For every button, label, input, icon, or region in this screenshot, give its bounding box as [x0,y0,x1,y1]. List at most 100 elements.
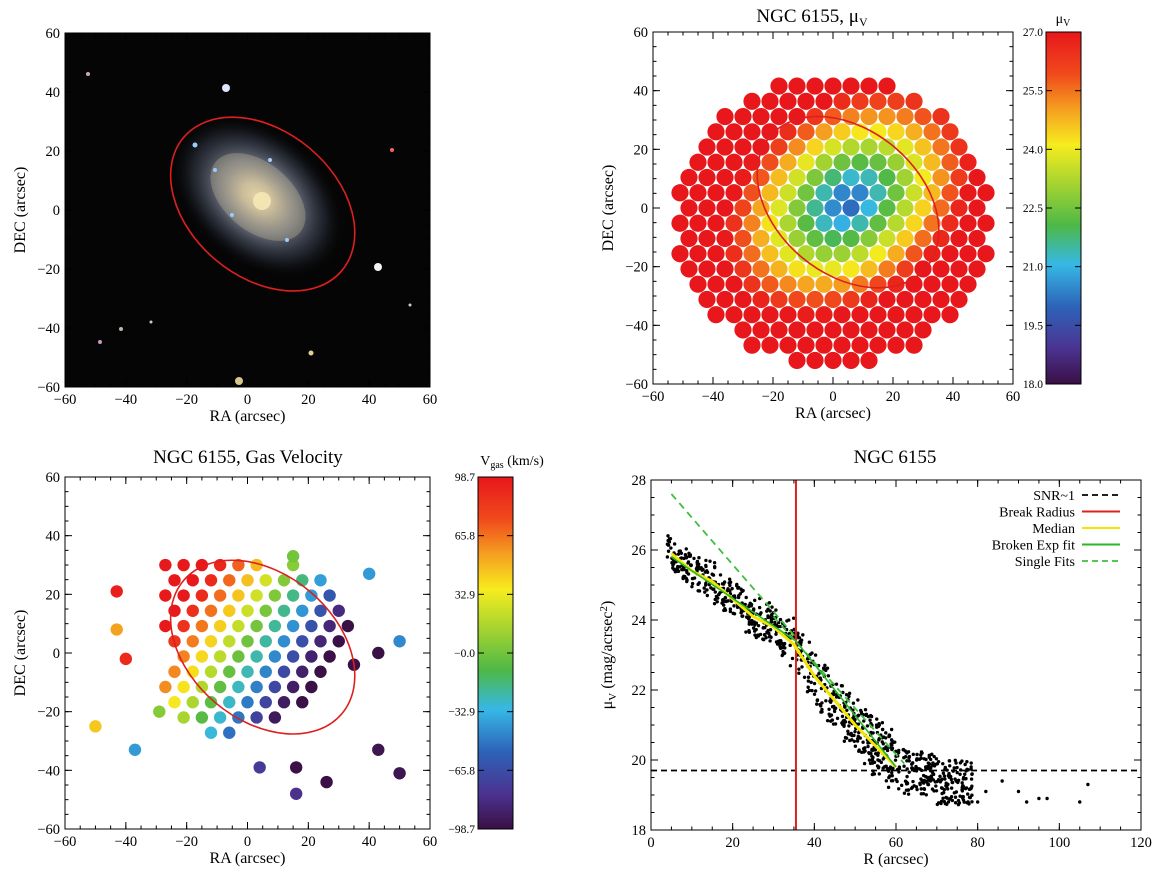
profile-point [768,609,772,613]
mu-colorbar-tick-label: 27.0 [1023,27,1043,39]
panel-a-xtick-label: 40 [362,392,377,408]
field-star [390,148,394,152]
profile-point [949,795,954,799]
mu-spaxel [941,275,959,293]
panel-b-ytick-label: −40 [625,318,648,334]
profile-point [1037,796,1041,801]
profile-point [697,556,701,560]
panel-d-ytick-label: 18 [632,823,647,839]
profile-point [845,708,849,712]
mu-spaxel [698,168,716,187]
profile-point [923,774,928,779]
profile-point [683,553,688,557]
profile-point [916,766,921,771]
panel-a-xtick-label: 20 [301,392,316,408]
profile-point [930,752,934,757]
field-star [374,263,382,271]
field-star [119,327,123,331]
profile-point [867,758,872,762]
panel-c-xtick-label: 0 [244,834,251,850]
velocity-spaxel [232,680,245,694]
mu-spaxel [851,306,869,324]
profile-point [810,688,814,693]
profile-point [876,758,880,762]
panel-d-ytick-label: 22 [632,683,647,699]
profile-point [941,761,945,766]
profile-point [877,738,881,742]
profile-point [747,630,752,634]
mu-spaxel [977,245,995,263]
profile-point [902,791,907,795]
profile-point [917,757,922,761]
mu-spaxel [968,199,986,217]
mu-spaxel [779,275,797,293]
panel-a-xtick-label: 60 [423,392,438,408]
profile-point [870,754,874,758]
profile-point [949,777,953,782]
profile-point [697,567,701,571]
profile-point [887,733,892,737]
velocity-spaxel [177,558,190,572]
velocity-spaxel [223,665,236,678]
mu-spaxel [761,184,779,202]
profile-point [958,772,962,776]
mu-spaxel [842,351,860,370]
velocity-spaxel [241,665,254,678]
profile-point [668,536,673,541]
mu-spaxel [752,260,770,278]
profile-point [958,761,963,765]
profile-point [853,729,857,734]
profile-point [905,780,909,785]
profile-point [884,731,888,735]
mu-spaxel [743,214,761,232]
profile-point [891,740,895,745]
mu-spaxel [698,260,716,278]
profile-point [911,779,915,784]
profile-point [672,561,676,566]
mu-spaxel [770,260,788,278]
profile-point [667,540,672,544]
profile-point [945,785,949,789]
mu-spaxel [824,77,842,95]
mu-spaxel [968,168,986,187]
profile-point [797,671,801,675]
profile-point [810,651,814,655]
mu-spaxel [734,290,752,309]
profile-point [697,581,701,585]
profile-point [846,729,850,733]
profile-point [876,765,881,769]
panel-c-title: NGC 6155, Gas Velocity [153,447,343,468]
profile-point [780,641,784,645]
mu-spaxel [734,321,752,339]
profile-point [705,570,710,574]
profile-point [907,759,911,763]
mu-spaxel [698,199,716,217]
field-star [235,377,243,385]
velocity-spaxel [277,635,291,648]
profile-point [861,740,865,744]
profile-point [920,778,924,783]
profile-point [832,704,836,709]
profile-point [961,795,965,799]
mu-colorbar-tick-label: 22.5 [1023,203,1043,215]
profile-point [915,752,919,757]
mu-spaxel [806,290,824,309]
profile-point [847,724,851,728]
velocity-spaxel [213,650,227,663]
mu-spaxel [869,123,887,141]
mu-spaxel [797,123,815,141]
profile-point [969,761,973,765]
velocity-spaxel [332,604,345,617]
mu-spaxel [833,153,851,171]
velocity-outlier-spaxel [110,623,123,636]
profile-point [767,601,772,605]
mu-spaxel [950,168,968,187]
profile-point [941,790,946,795]
mu-spaxel [878,260,896,278]
mu-spaxel [680,260,698,278]
profile-point [752,607,756,611]
profile-point [895,779,899,784]
velocity-spaxel [223,726,236,739]
velocity-spaxel [232,619,245,633]
panel-b-ytick-label: 0 [641,201,648,217]
